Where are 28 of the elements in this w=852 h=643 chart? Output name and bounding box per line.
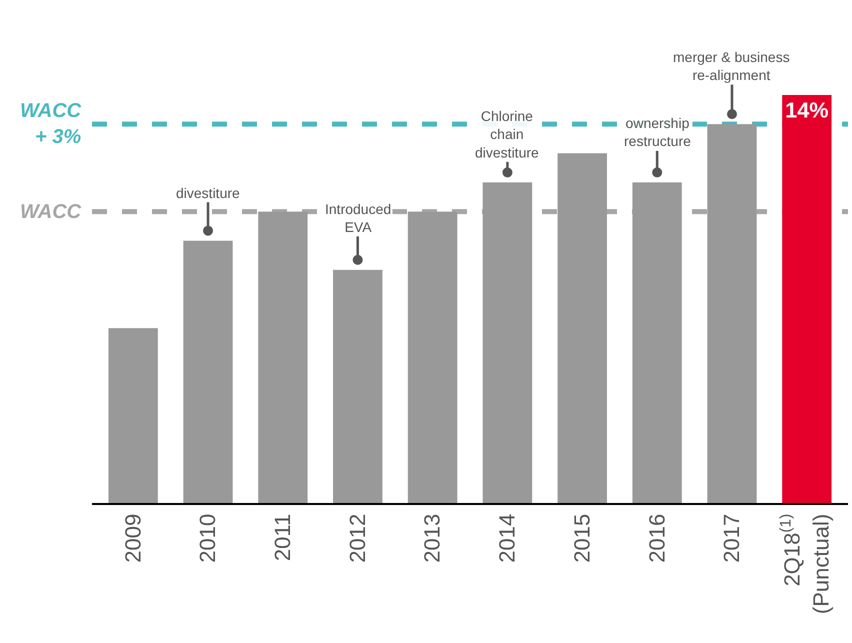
x-tick-label: 2011 [270, 514, 296, 562]
data-label: 14% [785, 98, 829, 123]
annotation: Introduced EVA [325, 201, 392, 236]
x-tick-label: 2015 [569, 514, 594, 563]
bar [558, 153, 607, 503]
x-tick-label: 2009 [120, 514, 146, 563]
bar [707, 124, 757, 503]
bar [632, 182, 682, 503]
annotation: divestiture [176, 185, 240, 201]
x-tick-label: 2014 [494, 514, 520, 563]
bar [333, 270, 382, 503]
annotation: ownership restructure [624, 115, 692, 150]
ref-line-label: WACC [20, 201, 82, 223]
x-tick-label: 2012 [344, 514, 370, 563]
bar [482, 182, 532, 503]
ref-line-label: WACC + 3% [20, 100, 82, 148]
x-tick-label: 2016 [644, 514, 670, 563]
bar [108, 328, 158, 503]
x-tick-label: 2013 [420, 514, 445, 563]
bar [183, 240, 233, 503]
bar [782, 95, 832, 503]
x-tick-label: 2017 [719, 514, 744, 563]
annotation: merger & business re-alignment [673, 49, 790, 84]
annotation: Chlorine chain divestiture [475, 108, 540, 160]
x-tick-label: 2Q18$^{(1)}$ (Punctual) [777, 514, 834, 614]
bar [408, 212, 458, 503]
bar [258, 212, 308, 503]
x-tick-label: 2010 [195, 514, 220, 563]
